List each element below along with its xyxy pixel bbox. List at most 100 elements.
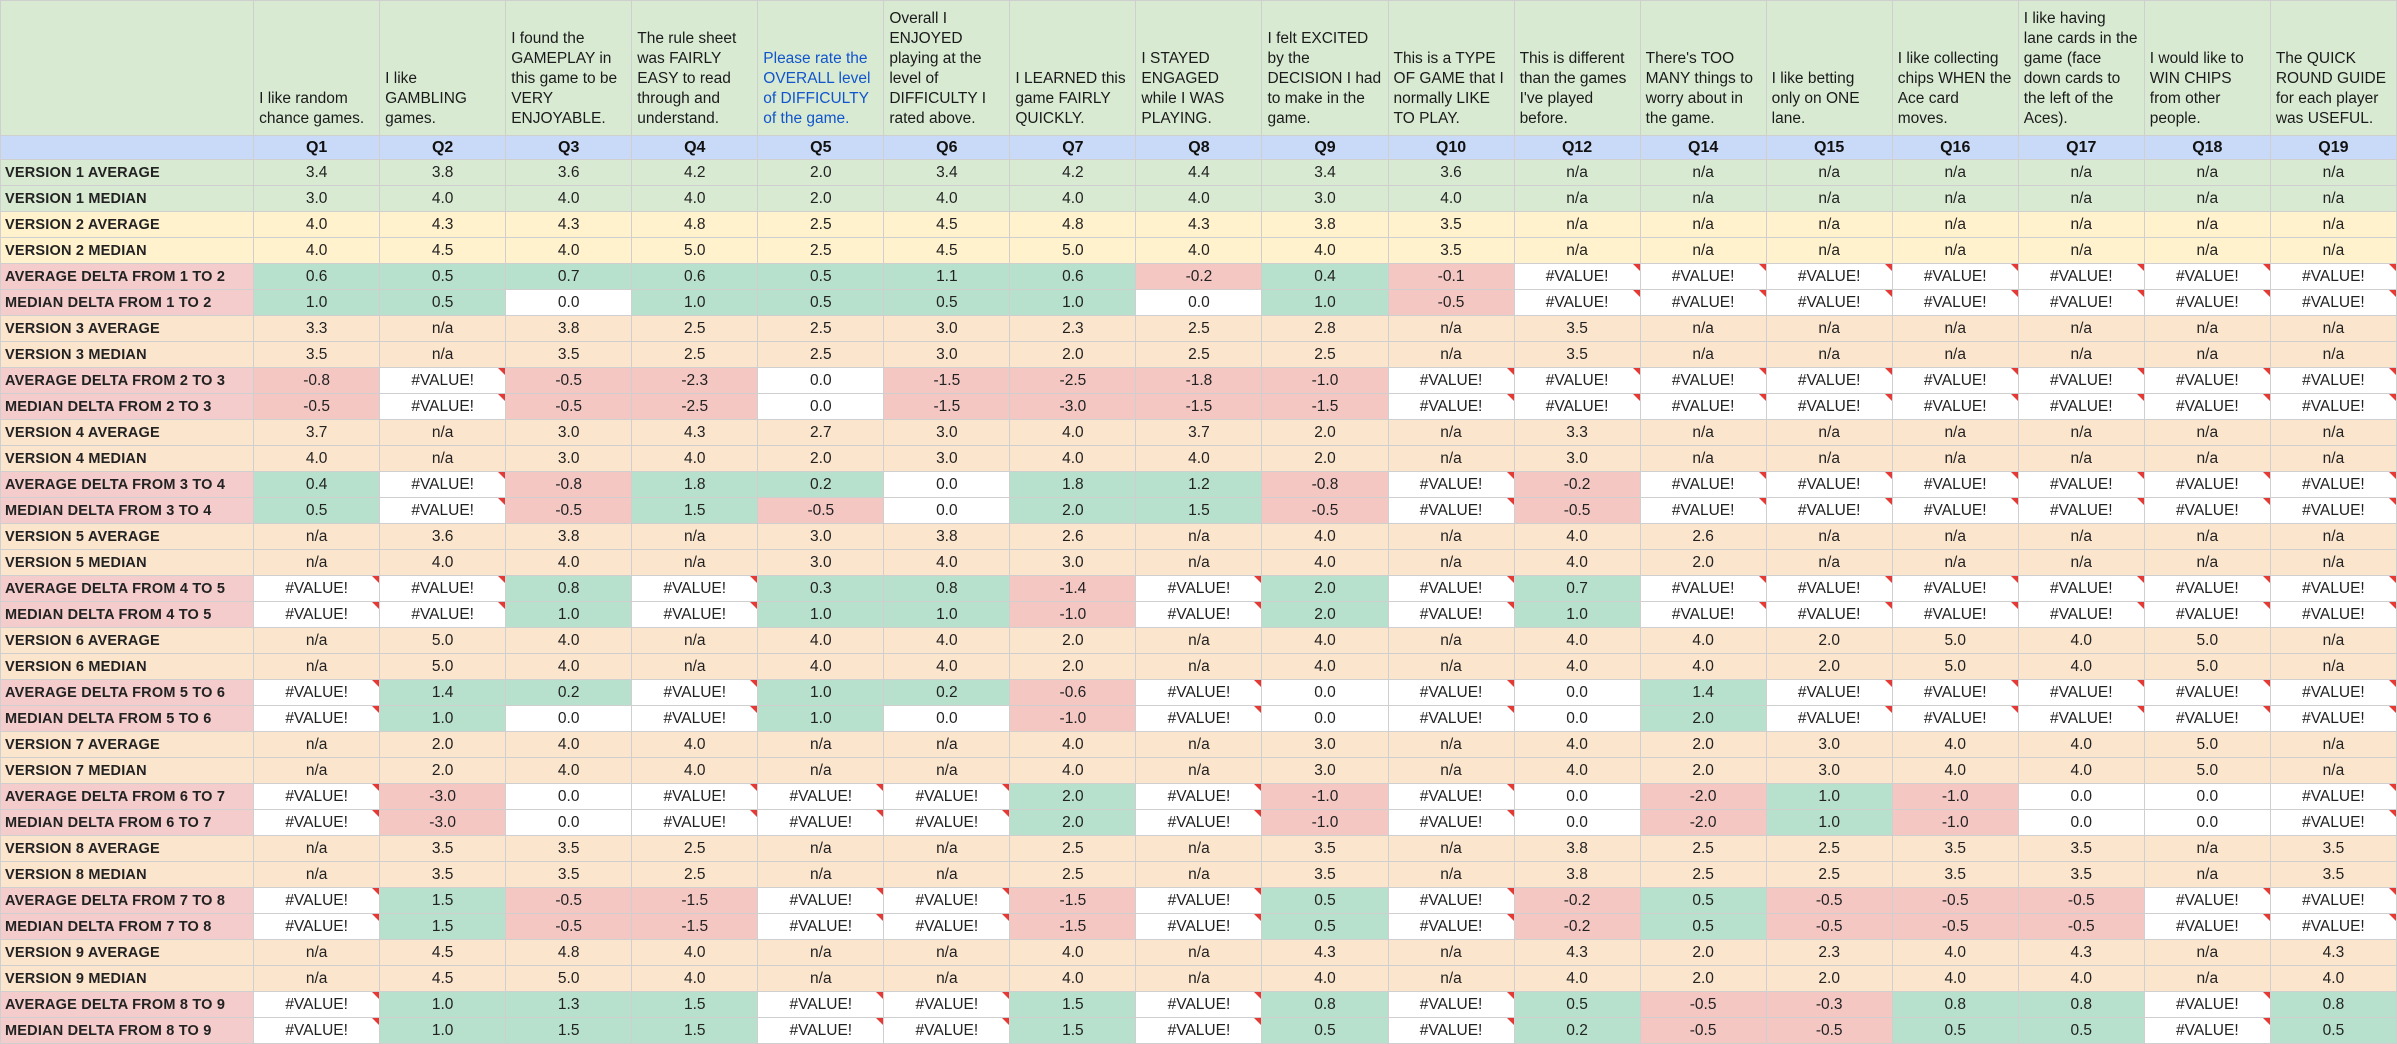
data-cell[interactable]: n/a [253,965,381,992]
data-cell[interactable]: #VALUE! [757,783,885,810]
question-text-cell[interactable]: This is a TYPE OF GAME that I normally L… [1387,0,1515,136]
data-cell[interactable]: 1.0 [379,991,507,1018]
data-cell[interactable]: #VALUE! [883,991,1011,1018]
data-cell[interactable]: #VALUE! [253,575,381,602]
data-cell[interactable]: n/a [1513,185,1641,212]
data-cell[interactable]: 3.4 [1261,159,1389,186]
data-cell[interactable]: 4.0 [1261,549,1389,576]
data-cell[interactable]: #VALUE! [1387,679,1515,706]
question-code-cell[interactable]: Q9 [1261,135,1389,160]
data-cell[interactable]: -1.0 [1009,601,1137,628]
data-cell[interactable]: 3.5 [505,835,633,862]
data-cell[interactable]: 4.0 [1261,653,1389,680]
data-cell[interactable]: #VALUE! [1135,809,1263,836]
data-cell[interactable]: -1.0 [1009,705,1137,732]
data-cell[interactable]: #VALUE! [2269,705,2397,732]
data-cell[interactable]: 2.5 [631,861,759,888]
data-cell[interactable]: #VALUE! [883,913,1011,940]
data-cell[interactable]: n/a [253,757,381,784]
data-cell[interactable]: n/a [2269,419,2397,446]
data-cell[interactable]: #VALUE! [1639,367,1767,394]
data-cell[interactable]: 2.3 [1765,939,1893,966]
data-cell[interactable]: n/a [1387,757,1515,784]
data-cell[interactable]: n/a [1135,653,1263,680]
data-cell[interactable]: -0.5 [1387,289,1515,316]
data-cell[interactable]: #VALUE! [2143,289,2271,316]
data-cell[interactable]: #VALUE! [2143,1017,2271,1044]
data-cell[interactable]: n/a [2017,237,2145,264]
data-cell[interactable]: n/a [2143,445,2271,472]
row-label-cell[interactable]: AVERAGE DELTA FROM 2 TO 3 [0,367,255,394]
data-cell[interactable]: n/a [1891,341,2019,368]
data-cell[interactable]: #VALUE! [2269,679,2397,706]
data-cell[interactable]: 0.3 [757,575,885,602]
data-cell[interactable]: #VALUE! [2269,289,2397,316]
data-cell[interactable]: 1.0 [757,705,885,732]
question-code-cell[interactable]: Q16 [1891,135,2019,160]
data-cell[interactable]: -0.3 [1765,991,1893,1018]
data-cell[interactable]: #VALUE! [1891,575,2019,602]
data-cell[interactable]: #VALUE! [1135,783,1263,810]
data-cell[interactable]: n/a [883,861,1011,888]
data-cell[interactable]: #VALUE! [1765,289,1893,316]
data-cell[interactable]: n/a [1765,549,1893,576]
data-cell[interactable]: #VALUE! [253,1017,381,1044]
data-cell[interactable]: n/a [1639,341,1767,368]
data-cell[interactable]: n/a [2017,341,2145,368]
data-cell[interactable]: 4.0 [1513,731,1641,758]
row-label-cell[interactable]: VERSION 5 MEDIAN [0,549,255,576]
data-cell[interactable]: n/a [253,627,381,654]
data-cell[interactable]: 4.3 [1135,211,1263,238]
data-cell[interactable]: -1.5 [1009,913,1137,940]
data-cell[interactable]: #VALUE! [253,887,381,914]
row-label-cell[interactable]: VERSION 4 AVERAGE [0,419,255,446]
data-cell[interactable]: n/a [2017,445,2145,472]
data-cell[interactable]: 5.0 [2143,731,2271,758]
data-cell[interactable]: n/a [1891,159,2019,186]
data-cell[interactable]: #VALUE! [379,601,507,628]
data-cell[interactable]: #VALUE! [1891,263,2019,290]
data-cell[interactable]: 4.0 [253,237,381,264]
data-cell[interactable]: n/a [1135,835,1263,862]
data-cell[interactable]: n/a [2143,315,2271,342]
data-cell[interactable]: 2.5 [1135,341,1263,368]
data-cell[interactable]: #VALUE! [2269,263,2397,290]
data-cell[interactable]: #VALUE! [2017,393,2145,420]
data-cell[interactable]: 4.0 [505,653,633,680]
data-cell[interactable]: n/a [1387,861,1515,888]
data-cell[interactable]: 3.0 [883,341,1011,368]
question-text-cell[interactable]: I would like to WIN CHIPS from other peo… [2143,0,2271,136]
data-cell[interactable]: 4.0 [253,211,381,238]
data-cell[interactable]: 0.0 [2017,809,2145,836]
data-cell[interactable]: #VALUE! [1387,887,1515,914]
question-text-cell[interactable]: The rule sheet was FAIRLY EASY to read t… [631,0,759,136]
data-cell[interactable]: #VALUE! [2143,887,2271,914]
data-cell[interactable]: -1.5 [1261,393,1389,420]
data-cell[interactable]: 4.2 [631,159,759,186]
data-cell[interactable]: 0.6 [631,263,759,290]
data-cell[interactable]: 0.5 [1891,1017,2019,1044]
data-cell[interactable]: -1.5 [631,887,759,914]
data-cell[interactable]: 2.5 [757,341,885,368]
data-cell[interactable]: #VALUE! [2269,393,2397,420]
data-cell[interactable]: 4.0 [1009,185,1137,212]
data-cell[interactable]: n/a [2017,211,2145,238]
data-cell[interactable]: 4.0 [2017,965,2145,992]
data-cell[interactable]: 3.6 [505,159,633,186]
data-cell[interactable]: 4.0 [1135,237,1263,264]
data-cell[interactable]: n/a [379,445,507,472]
data-cell[interactable]: 4.0 [1639,653,1767,680]
data-cell[interactable]: 2.5 [1639,835,1767,862]
data-cell[interactable]: n/a [2017,159,2145,186]
data-cell[interactable]: n/a [1639,315,1767,342]
data-cell[interactable]: 4.0 [1261,965,1389,992]
data-cell[interactable]: 0.0 [757,367,885,394]
data-cell[interactable]: 2.5 [1261,341,1389,368]
data-cell[interactable]: -0.8 [505,471,633,498]
data-cell[interactable]: 0.2 [883,679,1011,706]
data-cell[interactable]: n/a [1135,939,1263,966]
data-cell[interactable]: #VALUE! [253,705,381,732]
data-cell[interactable]: 4.0 [883,653,1011,680]
data-cell[interactable]: -0.5 [505,393,633,420]
data-cell[interactable]: #VALUE! [1765,367,1893,394]
